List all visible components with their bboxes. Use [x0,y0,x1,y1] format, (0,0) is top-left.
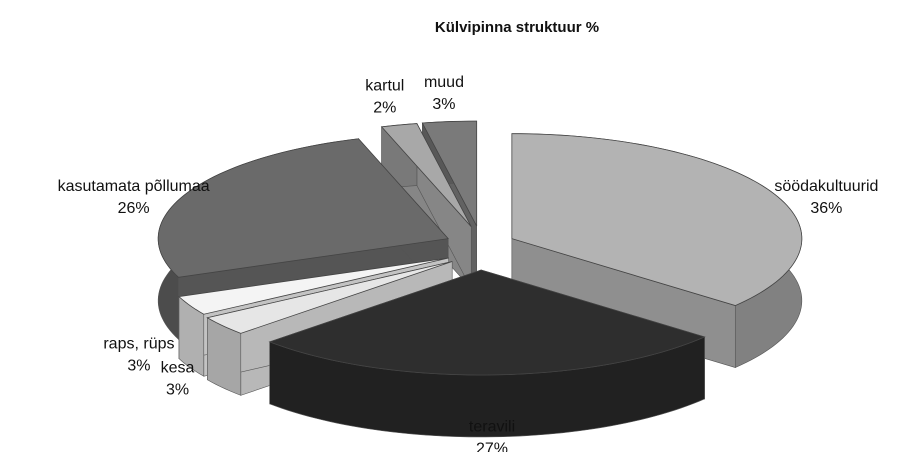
slice-value-label: 3% [127,358,150,375]
slice-value-label: 27% [476,441,508,452]
slice-value-label: 2% [373,99,396,116]
slice-value-label: 3% [432,96,455,113]
slice-top [268,269,706,376]
slice-value-label: 3% [166,382,189,399]
slice-label: muud [424,74,464,91]
chart-title: Külvipinna struktuur % [435,19,599,36]
slice-label: kesa [161,360,195,377]
slice-top [511,133,803,306]
slice [380,123,472,290]
slice-label: söödakultuurid [774,178,878,195]
slice-top [178,257,449,315]
slice [268,269,706,438]
slice-label: kartul [365,77,404,94]
slice-top [421,120,478,227]
slice-label: kasutamata põllumaa [58,178,210,195]
slice-top [157,138,449,278]
slice-top [380,123,472,227]
slice-value-label: 26% [118,200,150,217]
slice-top [206,261,453,334]
slice-label: teravili [469,419,515,436]
slice-value-label: 36% [810,200,842,217]
slice-label: raps, rüps [103,336,174,353]
slice [511,133,803,369]
